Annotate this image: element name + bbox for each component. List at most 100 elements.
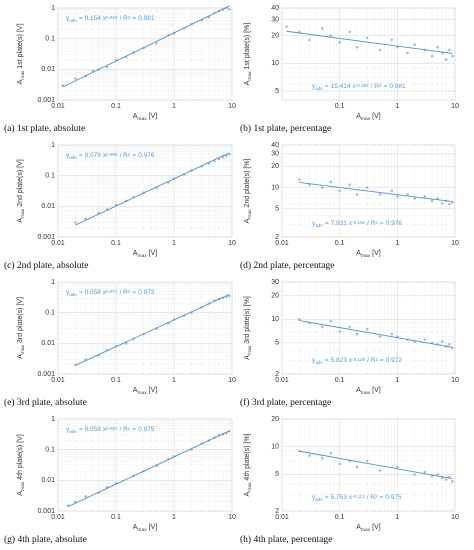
text-part: max [137,391,147,396]
text-part: max [248,482,253,492]
text-part: adn [69,429,77,434]
y-tick-label: 5 [275,340,279,347]
text-part: 2 [128,15,131,20]
text-part: y [312,83,316,90]
x-tick-label: 1 [395,514,399,521]
x-axis-label: Amax [V] [356,250,381,259]
plot-area [57,281,233,375]
text-part: x [103,15,107,22]
x-tick-label: 0.01 [51,377,65,384]
text-part: 0.976 [386,220,403,227]
x-tick-label: 0.01 [275,240,289,247]
text-part: A [17,491,24,496]
x-tick-label: 10 [228,240,236,247]
fit-annotation: yadn = 0.058 x0.871/ R2 = 0.972 [66,289,155,297]
text-part: A [133,387,138,394]
x-tick-label: 0.01 [275,377,289,384]
text-part: adn [69,18,77,23]
text-part: 0.079 [85,152,102,159]
text-part: = [132,15,136,22]
text-part: = [79,426,83,433]
point [390,189,394,193]
text-part: = [132,426,136,433]
text-part: [V] [149,387,158,394]
text-part: -0.113 [352,494,365,499]
text-part: / R [120,426,129,433]
y-axis-label: Amax 2nd plate(s) [%] [244,158,253,223]
y-tick-label: 0.001 [37,371,55,378]
text-part: = [132,289,136,296]
fit-line [299,320,453,348]
caption: (h) 4th plate, percentage [240,534,332,545]
point [396,465,399,469]
text-part: 0.976 [138,152,155,159]
x-tick-label: 10 [451,103,459,110]
text-part: max [137,117,147,122]
y-axis-label: Amax1st plate(s) [%] [244,23,253,86]
text-part: A [244,80,251,85]
text-part: -0.102 [352,220,365,225]
point [348,183,352,186]
text-part: y [66,15,70,22]
point [448,342,451,346]
x-tick-label: 1 [172,240,176,247]
text-part: 3rd plate(s) [%] [244,296,251,344]
point [413,197,416,200]
text-part: / R [120,289,129,296]
point [406,51,409,55]
text-part: [V] [372,387,381,394]
point [285,25,288,29]
text-part: max [137,254,147,259]
text-part: [V] [372,113,381,120]
point [448,203,451,206]
y-tick-label: 40 [271,142,279,149]
text-part: A [244,355,251,360]
x-axis-label: Amax [V] [356,387,381,396]
text-part: 4th plate(s) [%] [244,433,251,480]
text-part: 2 [128,426,131,431]
text-part: max [361,528,371,533]
text-part: y [312,494,316,501]
text-part: 2 [375,494,378,499]
point [321,186,324,189]
point [329,180,333,184]
text-part: = [79,152,83,159]
text-part: A [17,354,24,359]
text-part: A [133,250,138,257]
text-part: 1st plate(s) [V] [17,23,24,68]
text-part: / R [367,220,376,227]
point [440,201,444,205]
text-part: = [79,289,83,296]
y-tick-label: 1 [51,5,55,12]
fit-line [299,181,453,203]
y-tick-label: 0.001 [37,508,55,515]
x-axis-label: Amax [V] [356,524,381,533]
point [390,38,394,42]
point [338,330,341,333]
y-tick-label: 2 [275,371,279,378]
fit-line [299,450,453,480]
text-part: x [353,83,357,90]
text-part: max [361,391,371,396]
text-part: = [132,152,136,159]
text-part: 0.972 [386,357,403,364]
text-part: 5.823 [331,357,348,364]
y-axis-label: Amax 1st plate(s) [V] [17,23,26,84]
point [329,319,333,323]
point [448,475,451,479]
y-tick-label: 20 [271,293,279,300]
point [436,45,439,49]
x-tick-label: 0.01 [51,240,65,247]
text-part: max [21,481,26,491]
x-axis-label: Amax [V] [133,250,158,259]
text-part: 0.972 [138,289,155,296]
point [298,318,301,321]
text-part: max [361,117,371,122]
point [365,36,369,40]
text-part: y [66,289,70,296]
text-part: -0.129 [352,357,365,362]
text-part: 2 [379,83,382,88]
point [365,327,369,331]
fit-line [62,5,230,88]
plot-area [57,144,233,238]
